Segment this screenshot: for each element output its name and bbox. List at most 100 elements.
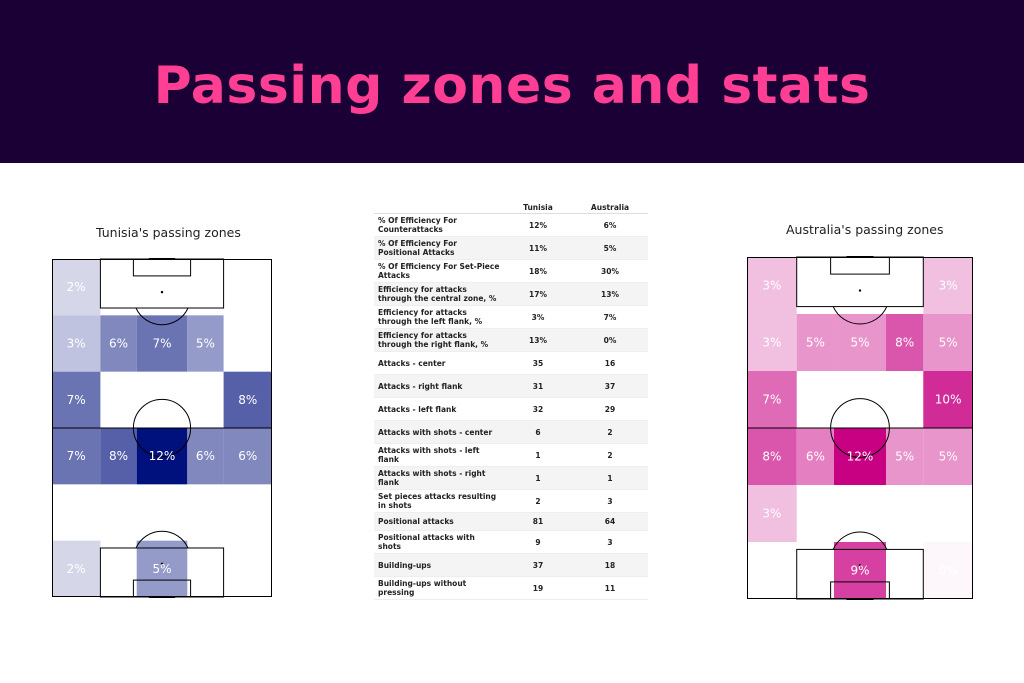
zone-label: 10%: [935, 393, 962, 407]
tunisia-value: 37: [504, 553, 572, 577]
zone-cell: [52, 371, 101, 428]
zone-cell: [100, 428, 137, 485]
table-row: % Of Efficiency For Counterattacks 12% 6%: [374, 213, 648, 237]
table-row: Building-ups 37 18: [374, 553, 648, 577]
australia-value: 11: [572, 576, 648, 600]
zone-cell: [52, 259, 101, 316]
stats-header-australia: Australia: [572, 201, 648, 214]
stats-header-row: Tunisia Australia: [374, 201, 648, 214]
zone-label: 6%: [238, 449, 257, 463]
zone-label: 8%: [895, 336, 914, 350]
zone-label: 12%: [149, 449, 176, 463]
zone-label: 8%: [238, 393, 257, 407]
zone-label: 3%: [67, 337, 86, 351]
tunisia-value: 19: [504, 576, 572, 600]
top-goal: [148, 258, 176, 260]
zone-cell: [834, 314, 886, 371]
zone-label: 5%: [196, 337, 215, 351]
zone-label: 5%: [895, 450, 914, 464]
zone-label: 2%: [67, 280, 86, 294]
zone-label: 3%: [762, 279, 781, 293]
tunisia-value: 31: [504, 374, 572, 398]
bottom-penalty-spot: [858, 564, 862, 567]
zone-cell: [223, 371, 272, 428]
zone-cell: [923, 428, 973, 485]
tunisia-value: 2: [504, 489, 572, 513]
table-row: % Of Efficiency For Set-Piece Attacks 18%…: [374, 259, 648, 283]
tunisia-value: 32: [504, 397, 572, 421]
top-penalty-spot: [160, 290, 164, 294]
zone-label: 9%: [850, 564, 869, 578]
table-row: Attacks - left flank 32 29: [374, 397, 648, 421]
australia-value: 0%: [572, 328, 648, 352]
australia-value: 18: [572, 553, 648, 577]
bottom-penalty-arc: [135, 530, 189, 549]
zone-cell: [923, 257, 973, 314]
stat-label: Attacks - center: [374, 351, 504, 375]
bottom-penalty-spot: [160, 562, 164, 566]
australia-value: 64: [572, 512, 648, 531]
tunisia-value: 6: [504, 420, 572, 444]
table-row: Positional attacks with shots 9 3: [374, 530, 648, 554]
top-penalty-arc: [832, 306, 888, 325]
zone-label: 3%: [939, 279, 958, 293]
zone-label: 6%: [109, 337, 128, 351]
tunisia-value: 35: [504, 351, 572, 375]
tunisia-value: 11%: [504, 236, 572, 260]
stat-label: Efficiency for attacks through the centr…: [374, 282, 504, 306]
zone-cell: [796, 314, 835, 371]
zone-label: 3%: [762, 336, 781, 350]
zone-cell: [885, 314, 924, 371]
australia-value: 7%: [572, 305, 648, 329]
stat-label: % Of Efficiency For Set-Piece Attacks: [374, 259, 504, 283]
stats-header-tunisia: Tunisia: [504, 201, 572, 214]
australia-value: 16: [572, 351, 648, 375]
zone-cell: [923, 542, 973, 599]
zone-label: 7%: [67, 393, 86, 407]
zone-cell: [223, 428, 272, 485]
tunisia-passing-zones-heatmap: 2% 3% 6% 7% 5% 7% 8% 7% 6% 8% 12% 6% 2% 5%: [52, 258, 272, 598]
zone-label: 7%: [152, 337, 171, 351]
zone-cell: [100, 315, 137, 372]
tunisia-value: 17%: [504, 282, 572, 306]
zone-label: 5%: [152, 562, 171, 576]
stat-label: Attacks with shots - right flank: [374, 466, 504, 490]
stat-label: Set pieces attacks resulting in shots: [374, 489, 504, 513]
zone-label: 7%: [762, 393, 781, 407]
australia-value: 2: [572, 420, 648, 444]
tunisia-pitch-title: Tunisia's passing zones: [96, 225, 241, 240]
page-title: Passing zones and stats: [153, 55, 871, 116]
tunisia-value: 9: [504, 530, 572, 554]
bottom-penalty-arc: [832, 531, 888, 550]
bottom-goal: [846, 598, 874, 600]
top-penalty-spot: [858, 289, 862, 292]
australia-value: 13%: [572, 282, 648, 306]
australia-value: 37: [572, 374, 648, 398]
tunisia-value: 18%: [504, 259, 572, 283]
table-row: Attacks - right flank 31 37: [374, 374, 648, 398]
zone-cell: [52, 315, 101, 372]
tunisia-value: 3%: [504, 305, 572, 329]
stat-label: Attacks - right flank: [374, 374, 504, 398]
zone-cell: [747, 371, 797, 428]
zone-cell: [52, 428, 101, 485]
zone-label: 3%: [762, 507, 781, 521]
zone-cell: [747, 428, 797, 485]
top-goal: [846, 256, 874, 258]
zone-cell: [187, 315, 224, 372]
table-row: Attacks with shots - right flank 1 1: [374, 466, 648, 490]
zone-cell: [796, 428, 835, 485]
australia-value: 2: [572, 443, 648, 467]
zone-label: 8%: [109, 449, 128, 463]
table-row: % Of Efficiency For Positional Attacks 11…: [374, 236, 648, 260]
australia-value: 29: [572, 397, 648, 421]
tunisia-value: 1: [504, 443, 572, 467]
zone-label: 6%: [196, 449, 215, 463]
stat-label: Attacks - left flank: [374, 397, 504, 421]
zone-cell: [747, 485, 797, 542]
stats-header-label: [374, 201, 504, 214]
zone-label: 12%: [847, 450, 874, 464]
zone-label: 5%: [939, 450, 958, 464]
stat-label: Building-ups: [374, 553, 504, 577]
stat-label: % Of Efficiency For Counterattacks: [374, 213, 504, 237]
